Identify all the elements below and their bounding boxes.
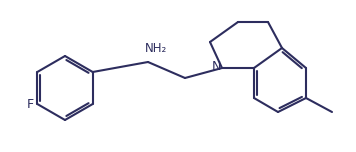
- Text: F: F: [27, 98, 34, 112]
- Text: NH₂: NH₂: [145, 43, 167, 55]
- Text: N: N: [211, 60, 221, 74]
